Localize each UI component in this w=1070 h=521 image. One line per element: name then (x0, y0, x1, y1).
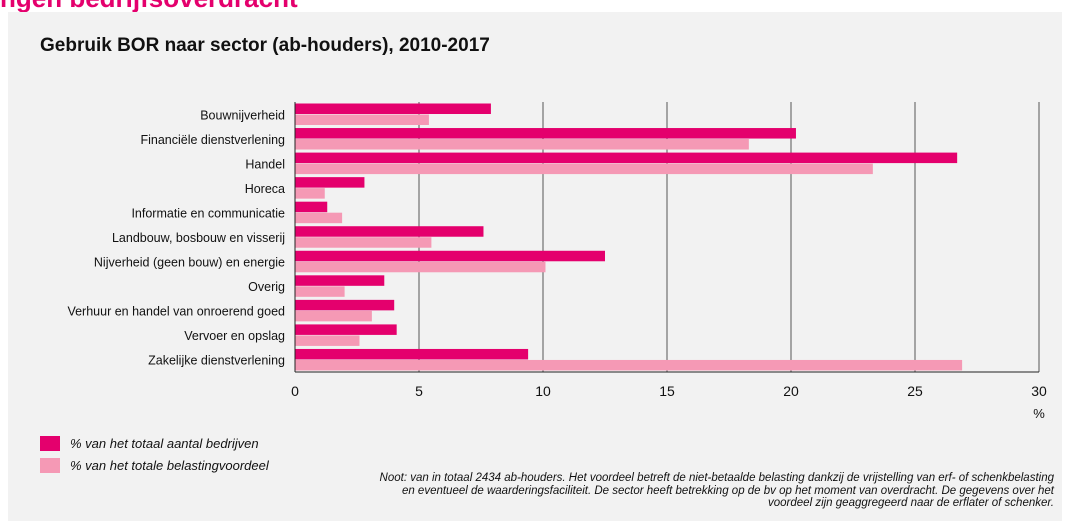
legend-label-series-2: % van het totale belastingvoordeel (70, 457, 269, 473)
bar-series-1 (295, 128, 796, 139)
category-label: Nijverheid (geen bouw) en energie (94, 256, 285, 270)
bar-series-1 (295, 177, 365, 188)
category-label: Overig (248, 280, 285, 294)
legend-item-series-2: % van het totale belastingvoordeel (40, 454, 269, 476)
footnote: Noot: van in totaal 2434 ab-houders. Het… (379, 472, 1054, 509)
bar-series-1 (295, 348, 529, 360)
category-label: Bouwnijverheid (200, 108, 285, 122)
category-label: Verhuur en handel van onroerend goed (67, 305, 285, 319)
bar-series-2 (295, 163, 873, 175)
bar-series-2 (295, 114, 429, 125)
legend: % van het totaal aantal bedrijven % van … (40, 432, 269, 476)
category-label: Financiële dienstverlening (140, 133, 285, 147)
bar-series-1 (295, 324, 397, 335)
bar-series-1 (295, 103, 491, 114)
legend-swatch-series-1 (40, 435, 60, 451)
x-tick-label: 5 (415, 383, 423, 399)
x-tick-label: 25 (907, 383, 923, 399)
category-label: Horeca (245, 182, 285, 196)
category-label: Landbouw, bosbouw en visserij (112, 231, 285, 245)
legend-label-series-1: % van het totaal aantal bedrijven (70, 435, 259, 451)
bar-series-1 (295, 299, 395, 311)
category-label: Handel (245, 157, 285, 171)
bar-series-1 (295, 275, 385, 286)
category-label: Vervoer en opslag (184, 329, 285, 343)
bar-series-2 (295, 310, 372, 322)
bar-series-2 (295, 237, 432, 248)
bar-series-2 (295, 212, 343, 224)
category-label: Informatie en communicatie (131, 206, 285, 220)
x-axis-label: % (1033, 406, 1045, 421)
bar-series-2 (295, 335, 360, 346)
bar-series-1 (295, 152, 958, 164)
bar-series-1 (295, 201, 328, 213)
x-tick-label: 15 (659, 383, 675, 399)
chart-panel: Gebruik BOR naar sector (ab-houders), 20… (8, 12, 1062, 521)
bar-series-1 (295, 226, 484, 237)
bar-series-2 (295, 359, 963, 371)
x-tick-label: 0 (291, 383, 299, 399)
x-tick-label: 30 (1031, 383, 1047, 399)
legend-item-series-1: % van het totaal aantal bedrijven (40, 432, 269, 454)
chart-title: Gebruik BOR naar sector (ab-houders), 20… (40, 35, 490, 56)
bar-series-2 (295, 261, 546, 273)
bar-chart: 0 5 10 15 20 25 30% Bouwnijverheid Financiële di… (67, 102, 1047, 421)
x-tick-label: 10 (535, 383, 551, 399)
category-label: Zakelijke dienstverlening (148, 354, 285, 368)
bar-series-2 (295, 286, 345, 297)
bar-series-2 (295, 188, 325, 199)
x-tick-label: 20 (783, 383, 799, 399)
bar-series-1 (295, 250, 605, 262)
legend-swatch-series-2 (40, 457, 60, 473)
bar-series-2 (295, 139, 749, 150)
